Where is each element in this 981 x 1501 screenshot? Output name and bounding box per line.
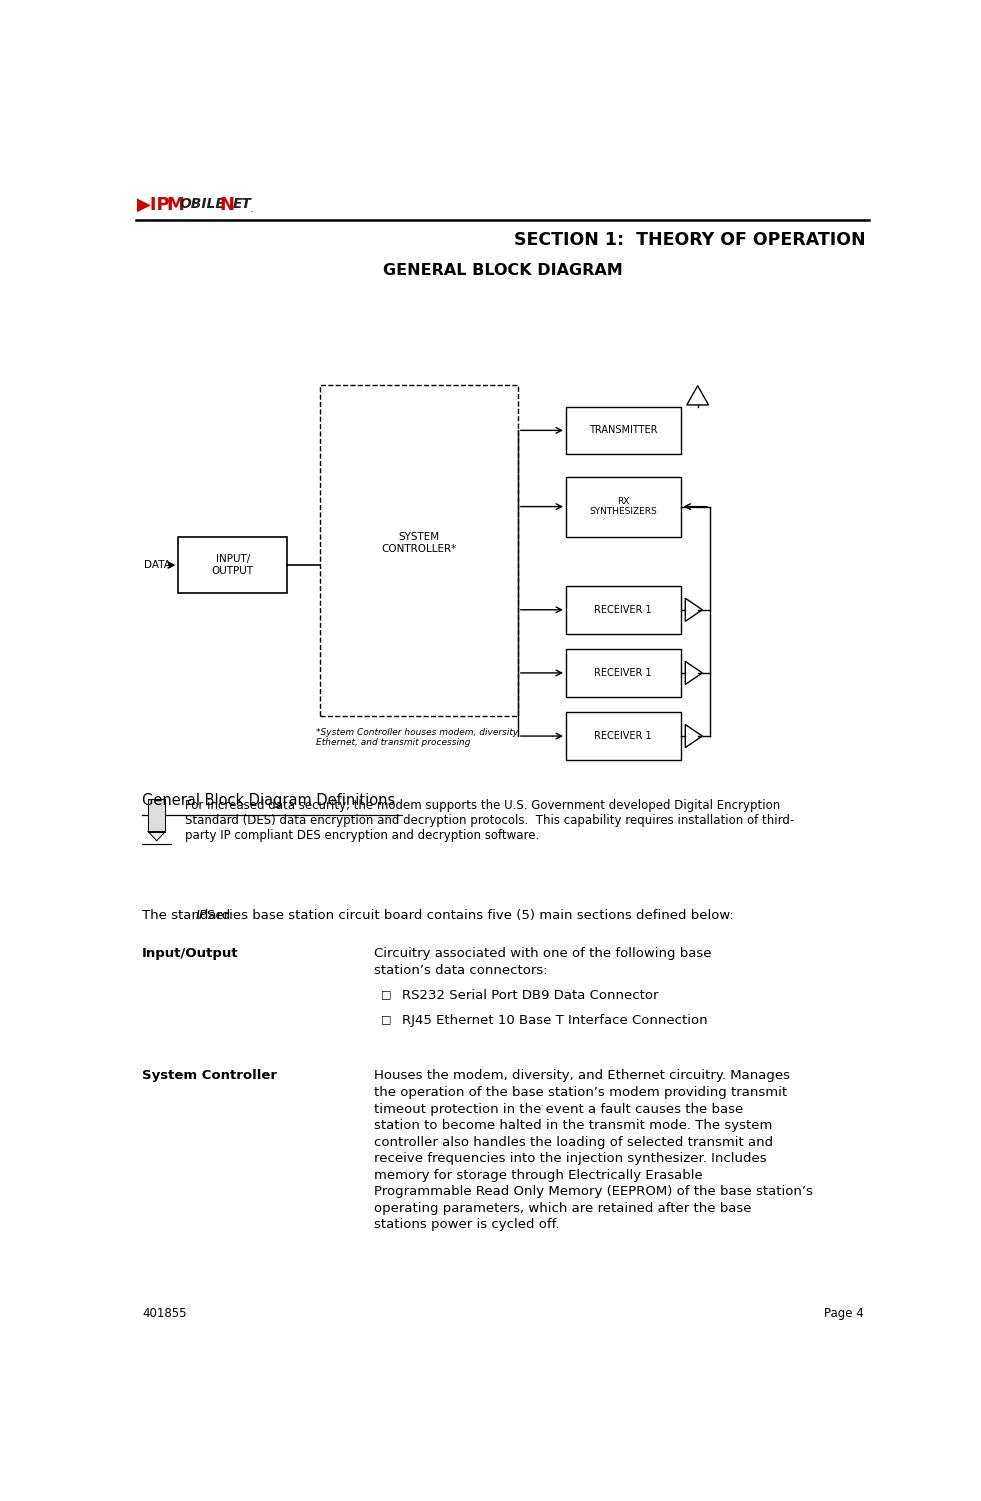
Text: RECEIVER 1: RECEIVER 1 — [594, 668, 652, 678]
FancyBboxPatch shape — [566, 648, 681, 696]
Text: ▶IP: ▶IP — [136, 195, 170, 213]
FancyBboxPatch shape — [566, 711, 681, 760]
Text: .: . — [250, 204, 253, 213]
Text: Input/Output: Input/Output — [142, 947, 238, 961]
Text: ET: ET — [232, 197, 252, 212]
Text: System Controller: System Controller — [142, 1070, 277, 1082]
FancyBboxPatch shape — [566, 477, 681, 537]
Text: IP: IP — [195, 908, 207, 922]
Text: Page 4: Page 4 — [824, 1307, 863, 1321]
Text: TRANSMITTER: TRANSMITTER — [589, 425, 657, 435]
FancyBboxPatch shape — [566, 585, 681, 633]
Text: *System Controller houses modem, diversity,
Ethernet, and transmit processing: *System Controller houses modem, diversi… — [317, 728, 521, 747]
Text: SYSTEM
CONTROLLER*: SYSTEM CONTROLLER* — [382, 531, 457, 554]
Text: RECEIVER 1: RECEIVER 1 — [594, 605, 652, 615]
Polygon shape — [148, 832, 165, 841]
FancyBboxPatch shape — [566, 407, 681, 455]
Text: INPUT/
OUTPUT: INPUT/ OUTPUT — [212, 554, 254, 576]
Text: The standard: The standard — [142, 908, 234, 922]
Polygon shape — [148, 799, 165, 832]
Text: RJ45 Ethernet 10 Base T Interface Connection: RJ45 Ethernet 10 Base T Interface Connec… — [401, 1015, 707, 1027]
Text: □: □ — [381, 1015, 391, 1024]
Text: the operation of the base station’s modem providing transmit: the operation of the base station’s mode… — [375, 1087, 788, 1099]
Text: DATA: DATA — [143, 560, 171, 570]
Text: Series base station circuit board contains five (5) main sections defined below:: Series base station circuit board contai… — [207, 908, 735, 922]
Text: Programmable Read Only Memory (EEPROM) of the base station’s: Programmable Read Only Memory (EEPROM) o… — [375, 1186, 813, 1198]
Text: RS232 Serial Port DB9 Data Connector: RS232 Serial Port DB9 Data Connector — [401, 989, 658, 1003]
Text: Houses the modem, diversity, and Ethernet circuitry. Manages: Houses the modem, diversity, and Etherne… — [375, 1070, 791, 1082]
Text: receive frequencies into the injection synthesizer. Includes: receive frequencies into the injection s… — [375, 1153, 767, 1165]
Text: stations power is cycled off.: stations power is cycled off. — [375, 1219, 560, 1231]
FancyBboxPatch shape — [179, 537, 286, 593]
Text: GENERAL BLOCK DIAGRAM: GENERAL BLOCK DIAGRAM — [383, 264, 623, 279]
Text: OBILE: OBILE — [180, 197, 225, 212]
Text: 401855: 401855 — [142, 1307, 186, 1321]
Text: SECTION 1:  THEORY OF OPERATION: SECTION 1: THEORY OF OPERATION — [514, 231, 866, 249]
Text: station to become halted in the transmit mode. The system: station to become halted in the transmit… — [375, 1120, 773, 1132]
Text: General Block Diagram Definitions: General Block Diagram Definitions — [142, 793, 395, 808]
FancyBboxPatch shape — [320, 384, 518, 716]
Text: RECEIVER 1: RECEIVER 1 — [594, 731, 652, 741]
Text: memory for storage through Electrically Erasable: memory for storage through Electrically … — [375, 1169, 703, 1181]
Text: For increased data security, the modem supports the U.S. Government developed Di: For increased data security, the modem s… — [184, 799, 794, 842]
Text: Circuitry associated with one of the following base: Circuitry associated with one of the fol… — [375, 947, 712, 961]
Text: □: □ — [381, 989, 391, 1000]
Text: RX
SYNTHESIZERS: RX SYNTHESIZERS — [590, 497, 657, 516]
Text: station’s data connectors:: station’s data connectors: — [375, 964, 548, 977]
Text: timeout protection in the event a fault causes the base: timeout protection in the event a fault … — [375, 1103, 744, 1115]
Text: M: M — [166, 195, 183, 213]
Text: controller also handles the loading of selected transmit and: controller also handles the loading of s… — [375, 1136, 774, 1148]
Text: operating parameters, which are retained after the base: operating parameters, which are retained… — [375, 1202, 752, 1214]
Text: N: N — [220, 195, 234, 213]
